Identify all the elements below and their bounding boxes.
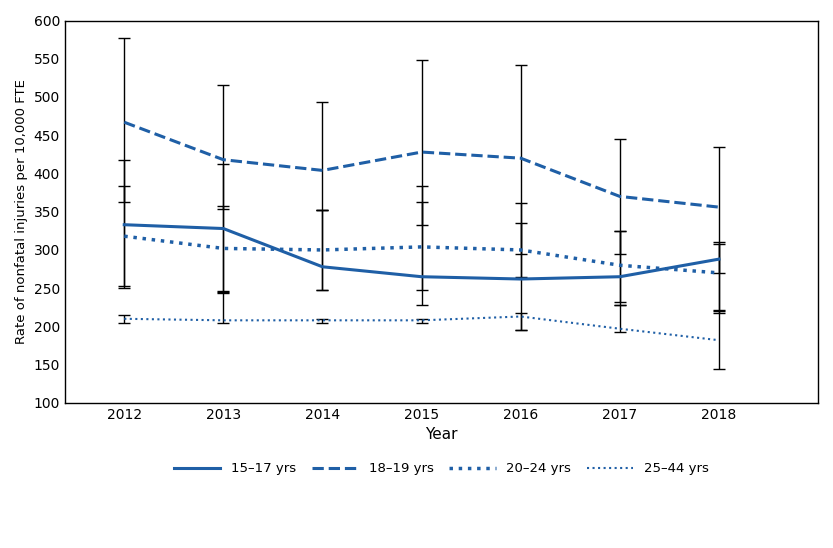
Legend: 15–17 yrs, 18–19 yrs, 20–24 yrs, 25–44 yrs: 15–17 yrs, 18–19 yrs, 20–24 yrs, 25–44 y… [169,457,714,481]
X-axis label: Year: Year [425,427,457,442]
Y-axis label: Rate of nonfatal injuries per 10,000 FTE: Rate of nonfatal injuries per 10,000 FTE [15,79,28,344]
